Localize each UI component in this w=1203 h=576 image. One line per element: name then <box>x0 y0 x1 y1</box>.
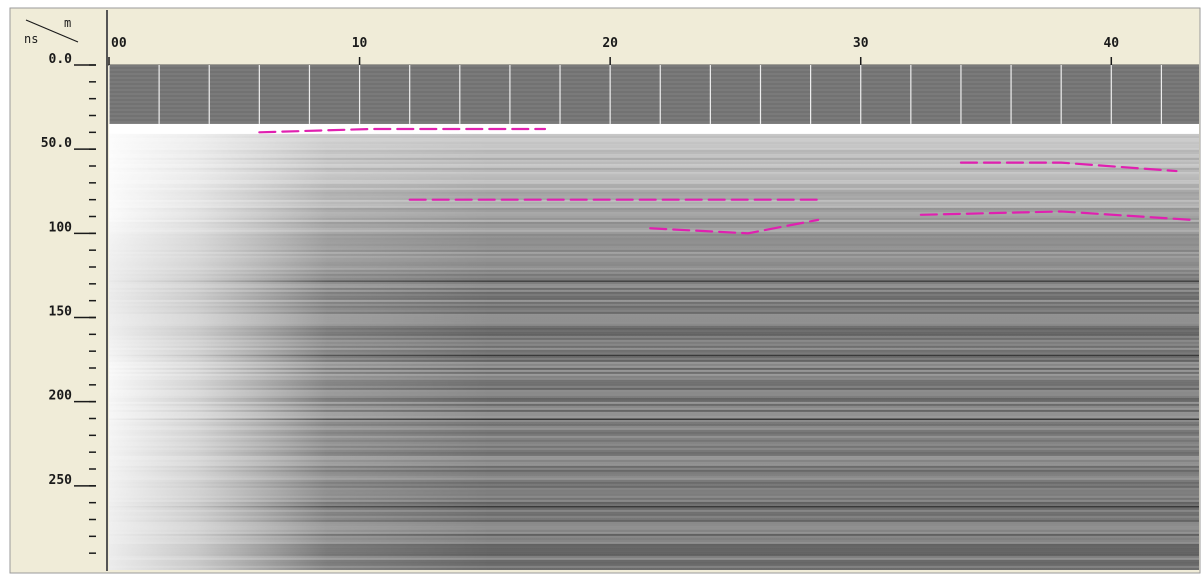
corner-x-unit: m <box>64 16 71 30</box>
reflector-r5 <box>959 161 1178 173</box>
y-axis-panel <box>12 10 107 571</box>
y-tick-label: 0.0 <box>49 52 73 67</box>
corner-y-unit: ns <box>24 32 38 46</box>
header-band-fill <box>109 65 1199 124</box>
plot-area <box>109 65 1199 570</box>
reflector-r4 <box>919 210 1193 221</box>
reflector-r3 <box>649 218 820 235</box>
corner-diagonal <box>25 19 79 43</box>
x-axis: 00 10 20 30 40 <box>108 36 1119 65</box>
y-tick-label: 100 <box>49 220 73 235</box>
x-tick-label: 30 <box>853 36 869 51</box>
x-tick-label: 00 <box>111 36 127 51</box>
x-tick-label: 20 <box>602 36 618 51</box>
y-tick-label: 200 <box>49 389 73 404</box>
corner-units: m ns <box>24 16 79 46</box>
y-tick-label: 150 <box>49 305 73 320</box>
x-tick-label: 40 <box>1103 36 1119 51</box>
reflector-lines <box>258 127 1193 235</box>
depth-shading <box>109 65 1199 570</box>
x-tick-label: 10 <box>352 36 368 51</box>
x-axis-panel <box>109 10 1199 65</box>
y-tick-label: 50.0 <box>41 136 72 151</box>
header-band <box>109 65 1199 124</box>
reflector-r1 <box>258 127 547 134</box>
y-tick-label: 250 <box>49 473 73 488</box>
y-axis: 0.0 50.0 100 150 200 250 <box>41 52 96 554</box>
